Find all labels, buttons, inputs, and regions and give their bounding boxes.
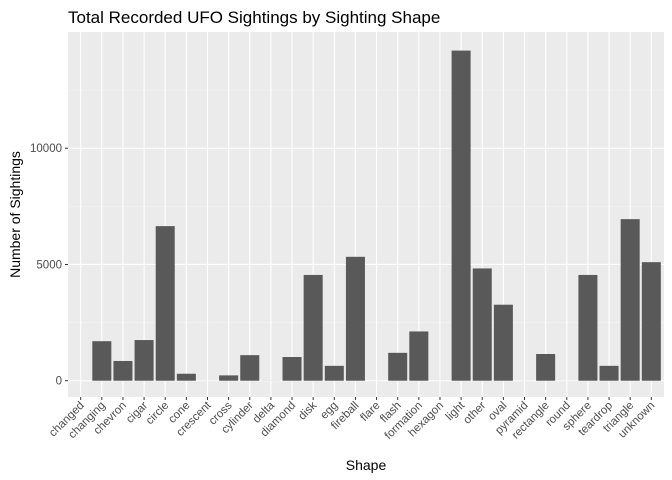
bar-oval xyxy=(493,304,513,381)
x-tick-label: disk xyxy=(296,399,319,422)
bar-chevron xyxy=(113,360,133,381)
bar-diamond xyxy=(282,357,302,381)
y-tick-label: 10000 xyxy=(30,143,62,155)
bar-changing xyxy=(92,341,112,381)
bar-flash xyxy=(388,352,408,381)
bar-sphere xyxy=(578,274,598,381)
bar-teardrop xyxy=(599,365,619,381)
y-axis: 0 5000 10000 xyxy=(30,143,68,388)
bar-circle xyxy=(155,226,175,381)
x-tick-label: circle xyxy=(144,400,171,427)
y-tick-label: 0 xyxy=(56,376,62,388)
y-tick-label: 5000 xyxy=(36,259,62,271)
x-axis-title: Shape xyxy=(346,457,387,473)
bar-formation xyxy=(409,331,429,381)
bars xyxy=(71,50,661,381)
bar-unknown xyxy=(641,262,661,381)
bar-cigar xyxy=(134,340,154,381)
x-tick-label: other xyxy=(461,400,488,427)
bar-cross xyxy=(219,375,239,381)
y-axis-title: Number of Sightings xyxy=(7,151,23,278)
bar-egg xyxy=(324,365,344,381)
bar-fireball xyxy=(345,256,365,381)
bar-cylinder xyxy=(240,355,260,381)
chart-title: Total Recorded UFO Sightings by Sighting… xyxy=(68,8,440,27)
x-axis: changedchangingchevroncigarcircleconecre… xyxy=(47,397,657,442)
bar-other xyxy=(472,268,492,381)
bar-light xyxy=(451,50,471,381)
bar-cone xyxy=(176,373,196,381)
bar-triangle xyxy=(620,219,640,381)
x-tick-label: flare xyxy=(358,400,382,424)
bar-rectangle xyxy=(536,353,556,381)
bar-disk xyxy=(303,274,323,381)
